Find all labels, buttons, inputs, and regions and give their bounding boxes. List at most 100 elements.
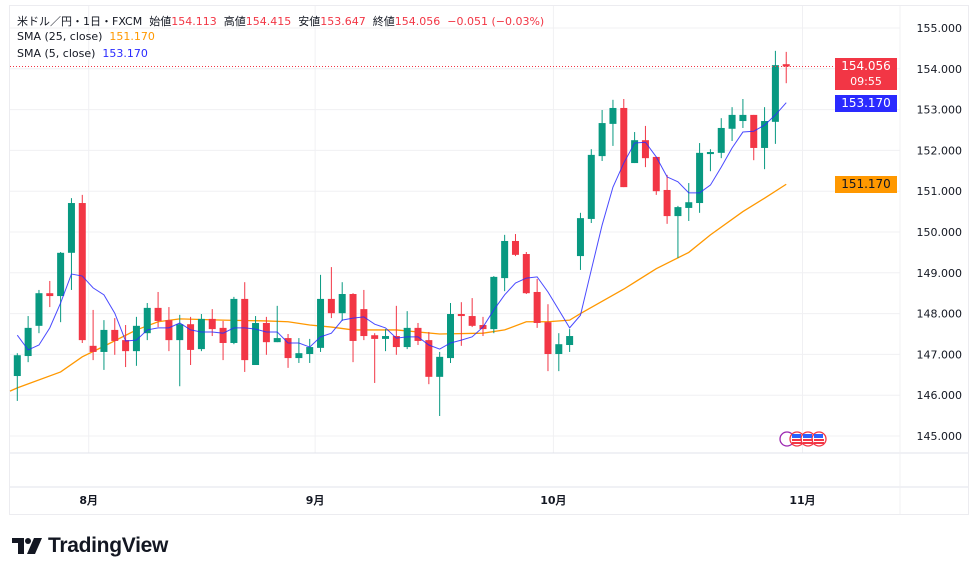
candle[interactable] — [771, 50, 779, 144]
candle-body — [620, 107, 628, 188]
candle[interactable] — [132, 316, 140, 366]
candle[interactable] — [241, 282, 249, 372]
candle[interactable] — [67, 198, 75, 290]
candle[interactable] — [360, 289, 368, 341]
price-axis[interactable]: 145.000 146.000 147.000 148.000 149.000 150.0… — [917, 22, 963, 443]
sma25-legend[interactable]: SMA (25, close) 151.170 — [17, 30, 155, 43]
candle[interactable] — [273, 305, 281, 343]
candle-body — [782, 64, 790, 67]
candle[interactable] — [436, 351, 444, 417]
event-icons[interactable] — [779, 431, 827, 447]
candle[interactable] — [490, 276, 498, 334]
candle[interactable] — [468, 298, 476, 328]
candle-body — [761, 121, 769, 148]
candle[interactable] — [403, 311, 411, 350]
candle[interactable] — [382, 329, 390, 352]
candle[interactable] — [696, 143, 704, 213]
sma5-label: SMA (5, close) — [17, 47, 96, 60]
candle-body — [111, 329, 119, 341]
candle[interactable] — [685, 183, 693, 221]
candle[interactable] — [750, 114, 758, 161]
time-axis[interactable]: 8月 9月 10月 11月 — [79, 494, 815, 507]
candle[interactable] — [165, 307, 173, 352]
candle[interactable] — [620, 98, 628, 188]
candle[interactable] — [197, 314, 205, 352]
candle[interactable] — [511, 234, 519, 257]
candle[interactable] — [262, 316, 270, 355]
candle[interactable] — [295, 338, 303, 363]
candle[interactable] — [739, 98, 747, 128]
candle[interactable] — [533, 278, 541, 328]
high-label: 高値 — [223, 15, 246, 28]
tradingview-logo[interactable]: TradingView — [12, 534, 168, 558]
candle[interactable] — [57, 251, 65, 323]
candle[interactable] — [317, 274, 325, 352]
candle-body — [609, 107, 617, 124]
candle-body — [197, 318, 205, 350]
candle[interactable] — [13, 353, 21, 401]
candle[interactable] — [252, 316, 260, 366]
candle[interactable] — [501, 234, 509, 292]
sma5-line — [16, 102, 787, 351]
candle[interactable] — [338, 282, 346, 321]
candle-body — [252, 322, 260, 366]
candle[interactable] — [392, 305, 400, 355]
candle[interactable] — [122, 325, 130, 368]
candles — [13, 50, 790, 417]
symbol-title[interactable]: 米ドル／円・1日・FXCM — [17, 15, 143, 28]
candle[interactable] — [143, 302, 151, 341]
time-tick-label: 8月 — [79, 494, 98, 507]
candle[interactable] — [371, 333, 379, 383]
candle-body — [35, 293, 43, 326]
candle[interactable] — [349, 293, 357, 363]
candle[interactable] — [176, 314, 184, 387]
candle[interactable] — [706, 149, 714, 172]
candle-body — [566, 336, 574, 346]
candle-body — [674, 207, 682, 217]
ohlc-legend: 米ドル／円・1日・FXCM 始値154.113 高値154.415 安値153.… — [17, 13, 544, 29]
candle[interactable] — [89, 309, 97, 361]
candle[interactable] — [782, 51, 790, 84]
candle-body — [371, 335, 379, 339]
candle[interactable] — [284, 334, 292, 368]
candle[interactable] — [587, 149, 595, 224]
candle[interactable] — [555, 333, 563, 372]
candle[interactable] — [100, 320, 108, 370]
candle-body — [436, 356, 444, 377]
candle[interactable] — [674, 205, 682, 259]
candle[interactable] — [414, 322, 422, 346]
price-tick-label: 150.000 — [917, 226, 963, 239]
candle[interactable] — [457, 302, 465, 346]
candle[interactable] — [663, 174, 671, 224]
candle[interactable] — [544, 304, 552, 372]
candle[interactable] — [78, 194, 86, 343]
price-tick-label: 153.000 — [917, 104, 963, 117]
candle[interactable] — [641, 125, 649, 168]
price-chart[interactable]: 145.000 146.000 147.000 148.000 149.000 150.0… — [0, 0, 980, 520]
candle[interactable] — [111, 318, 119, 355]
candle[interactable] — [566, 329, 574, 352]
candle[interactable] — [717, 118, 725, 159]
sma5-legend[interactable]: SMA (5, close) 153.170 — [17, 47, 148, 60]
time-tick-label: 11月 — [789, 494, 815, 507]
candle[interactable] — [447, 302, 454, 363]
candle[interactable] — [219, 320, 227, 361]
candle[interactable] — [522, 251, 530, 295]
candle[interactable] — [425, 331, 433, 385]
candle-body — [468, 316, 476, 326]
candle[interactable] — [154, 291, 162, 328]
candle[interactable] — [187, 316, 195, 366]
candle[interactable] — [306, 338, 314, 363]
candle[interactable] — [652, 156, 660, 195]
candle[interactable] — [609, 99, 617, 146]
candle[interactable] — [576, 212, 584, 270]
candle[interactable] — [230, 296, 238, 345]
candle[interactable] — [46, 280, 54, 308]
candle[interactable] — [761, 107, 769, 170]
candle[interactable] — [631, 132, 639, 164]
candle[interactable] — [24, 316, 32, 363]
candle[interactable] — [327, 267, 335, 319]
candle[interactable] — [598, 110, 606, 162]
candle[interactable] — [728, 107, 736, 142]
candle[interactable] — [35, 289, 43, 334]
